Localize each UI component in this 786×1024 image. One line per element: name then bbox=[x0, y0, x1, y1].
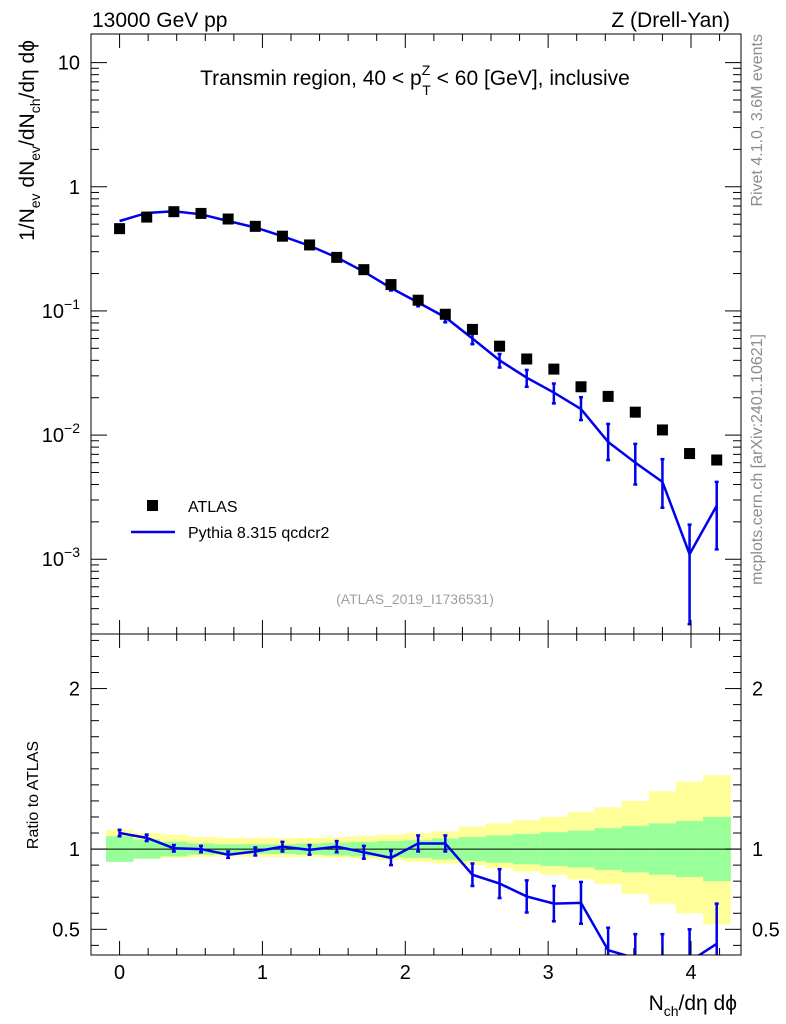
ratio-uncertainty-bands bbox=[91, 775, 741, 925]
energy-label: 13000 GeV pp bbox=[92, 9, 227, 32]
ratio-axes: 0 1 2 3 4 0.5 0.5 1 1 2 2 bbox=[52, 633, 780, 984]
x-tick-label: 0 bbox=[114, 962, 125, 984]
x-axis-label: Nch/dη dϕ bbox=[649, 992, 737, 1019]
main-series-layer bbox=[114, 206, 723, 626]
atlas-data-point bbox=[439, 308, 451, 320]
legend: ATLAS Pythia 8.315 qcdcr2 bbox=[131, 499, 330, 542]
main-frame bbox=[90, 33, 742, 635]
ratio-series-layer bbox=[117, 828, 719, 955]
main-y-tick-label: 10−2 bbox=[42, 420, 80, 447]
ratio-y-tick-label: 2 bbox=[69, 679, 80, 701]
analysis-label: (ATLAS_2019_I1736531) bbox=[336, 591, 494, 607]
ratio-y-tick-label: 0.5 bbox=[52, 919, 80, 941]
atlas-data-point bbox=[385, 279, 397, 291]
main-axes: 10 1 10−1 10−2 10−3 bbox=[42, 33, 742, 635]
atlas-data-point bbox=[168, 206, 180, 218]
atlas-data-point bbox=[276, 230, 288, 242]
atlas-data-point bbox=[602, 390, 614, 402]
atlas-data-point bbox=[629, 406, 641, 418]
atlas-data-point bbox=[222, 213, 234, 225]
atlas-data-point bbox=[494, 340, 506, 352]
main-y-axis-label: 1/Nev dNev/dNch/dη dϕ bbox=[16, 40, 43, 241]
atlas-data-point bbox=[331, 251, 343, 263]
mcplots-label: mcplots.cern.ch [arXiv:2401.10621] bbox=[749, 334, 766, 585]
x-tick-label: 2 bbox=[400, 962, 411, 984]
atlas-data-point bbox=[304, 239, 316, 251]
ratio-y-tick-label-right: 0.5 bbox=[752, 919, 780, 941]
atlas-data-point bbox=[684, 448, 696, 460]
main-y-tick-label: 10−1 bbox=[42, 296, 80, 323]
atlas-data-point bbox=[548, 363, 560, 375]
atlas-data-point bbox=[412, 294, 424, 306]
ratio-frame bbox=[90, 633, 742, 956]
atlas-data-point bbox=[358, 264, 370, 276]
plot-title: Transmin region, 40 < pZ T < 60 [GeV], in… bbox=[200, 62, 630, 98]
atlas-data-point bbox=[195, 207, 207, 219]
ratio-y-tick-label-right: 1 bbox=[752, 839, 763, 861]
atlas-data-point bbox=[114, 223, 126, 235]
atlas-data-point bbox=[141, 211, 153, 223]
legend-mc-label: Pythia 8.315 qcdcr2 bbox=[188, 525, 330, 542]
atlas-data-point bbox=[249, 220, 261, 232]
process-label: Z (Drell-Yan) bbox=[611, 9, 730, 32]
rivet-version-label: Rivet 4.1.0, 3.6M events bbox=[749, 34, 766, 207]
main-y-tick-label: 1 bbox=[69, 177, 80, 199]
atlas-data-point bbox=[656, 424, 668, 436]
atlas-data-point bbox=[575, 381, 587, 393]
ratio-y-tick-label: 1 bbox=[69, 839, 80, 861]
ratio-series-group bbox=[117, 828, 719, 955]
legend-data-label: ATLAS bbox=[188, 499, 238, 516]
atlas-data-point bbox=[466, 323, 478, 335]
ratio-y-tick-label-right: 2 bbox=[752, 679, 763, 701]
x-tick-label: 3 bbox=[543, 962, 554, 984]
x-tick-label: 4 bbox=[685, 962, 696, 984]
ratio-y-axis-label: Ratio to ATLAS bbox=[25, 741, 42, 849]
main-y-tick-label: 10 bbox=[58, 53, 80, 75]
atlas-data-point bbox=[711, 454, 723, 466]
x-tick-label: 1 bbox=[257, 962, 268, 984]
main-y-tick-label: 10−3 bbox=[42, 544, 80, 571]
atlas-data-point bbox=[521, 353, 533, 365]
legend-data-marker bbox=[147, 500, 158, 511]
